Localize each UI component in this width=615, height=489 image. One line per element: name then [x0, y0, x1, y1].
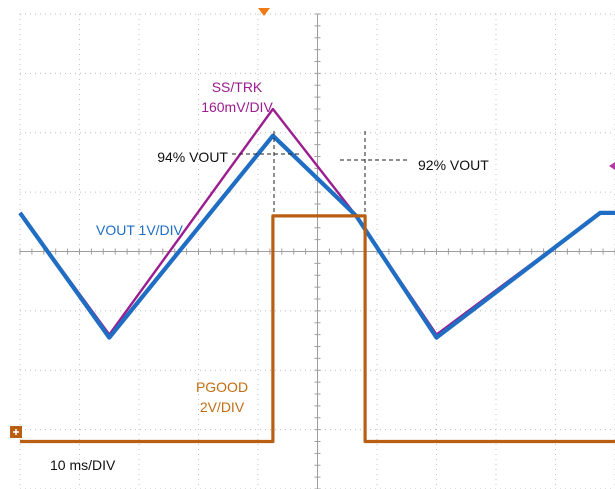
ground-reference-marker-icon — [10, 426, 22, 438]
sstrk-label: SS/TRK — [212, 79, 263, 95]
trigger-level-marker-icon — [609, 162, 615, 170]
ann-92-vout-label: 92% VOUT — [418, 157, 489, 173]
sstrk-scale-label: 160mV/DIV — [201, 99, 273, 115]
waveform-traces — [18, 107, 615, 444]
vout-label: VOUT 1V/DIV — [96, 222, 184, 238]
pgood-label: PGOOD — [196, 379, 248, 395]
trigger-marker-icon — [258, 8, 270, 16]
annotation-guides — [232, 131, 408, 215]
ann-94-vout-label: 94% VOUT — [157, 149, 228, 165]
pgood-scale-label: 2V/DIV — [200, 399, 245, 415]
graticule — [19, 13, 615, 489]
pgood-trace — [20, 214, 615, 444]
timebase-label: 10 ms/DIV — [50, 457, 116, 473]
